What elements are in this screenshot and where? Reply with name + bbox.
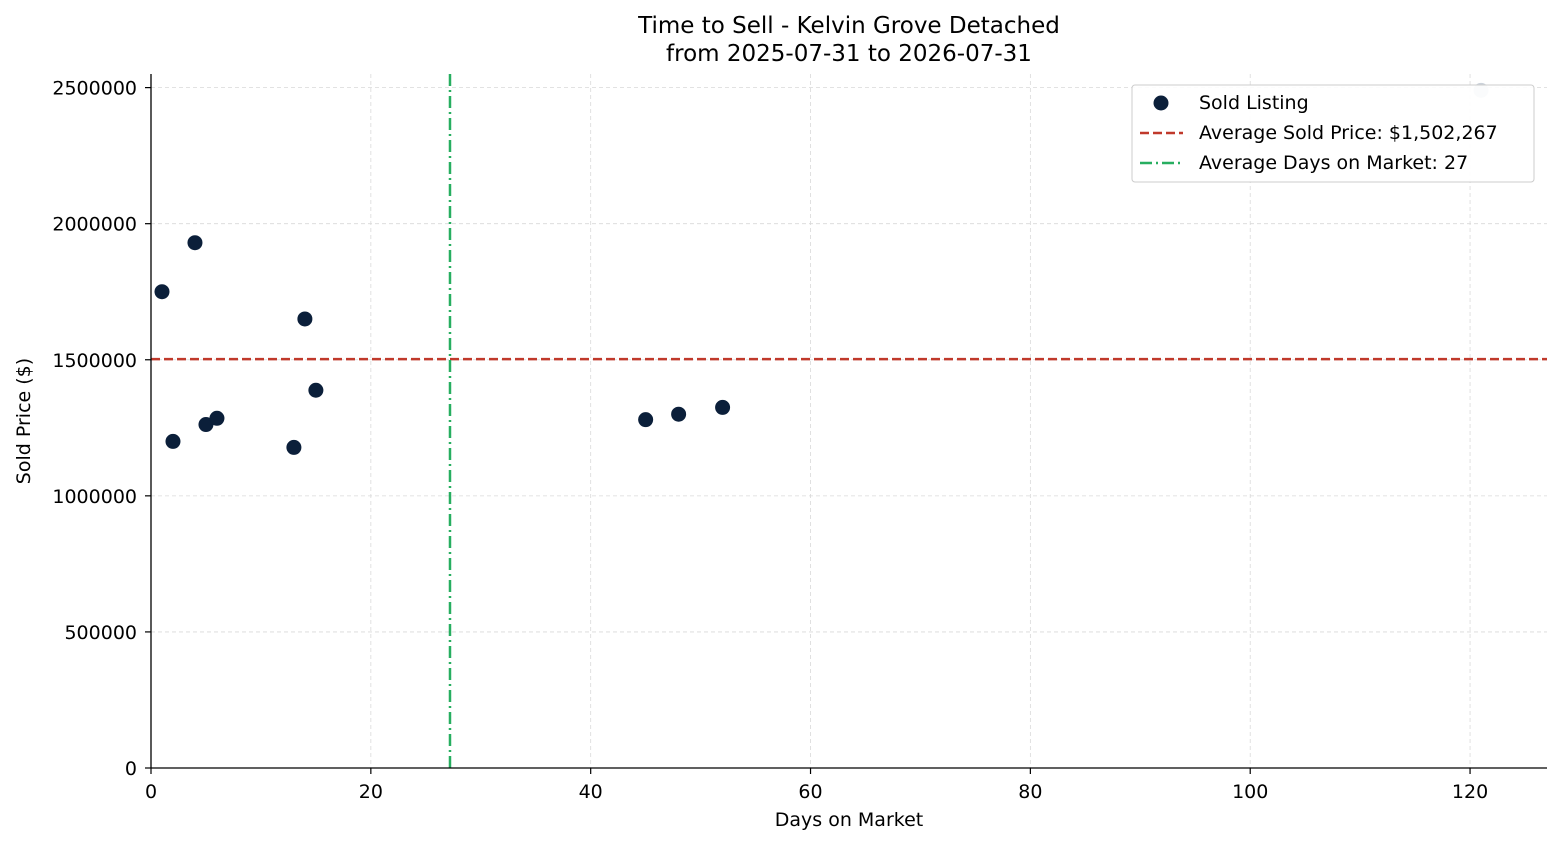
legend: Sold Listing Average Sold Price: $1,502,…: [1131, 84, 1535, 183]
data-point: [187, 235, 203, 251]
x-axis-label: Days on Market: [775, 809, 923, 831]
data-point: [165, 433, 181, 449]
x-ticks: 0 20 40 60 80 100 120: [145, 768, 1488, 803]
x-tick-label: 20: [359, 781, 383, 803]
chart-title: Time to Sell - Kelvin Grove Detached: [637, 13, 1060, 39]
y-tick-label: 0: [125, 758, 137, 780]
legend-marker-sold-listing: [1153, 95, 1169, 111]
data-point: [671, 406, 687, 422]
y-tick-label: 1000000: [52, 486, 137, 508]
data-point: [286, 439, 302, 455]
x-tick-label: 0: [145, 781, 157, 803]
data-point: [198, 417, 214, 433]
axes: [150, 74, 1547, 769]
y-tick-label: 500000: [64, 622, 137, 644]
x-tick-label: 40: [579, 781, 603, 803]
y-tick-label: 2000000: [52, 214, 137, 236]
data-point: [154, 284, 170, 300]
y-ticks: 0 500000 1000000 1500000 2000000 2500000: [52, 78, 151, 780]
data-point: [297, 311, 313, 327]
chart-subtitle: from 2025-07-31 to 2026-07-31: [666, 41, 1032, 67]
legend-box: [1131, 84, 1535, 183]
legend-label-average-price: Average Sold Price: $1,502,267: [1199, 122, 1498, 144]
reference-lines: [151, 74, 1547, 768]
x-tick-label: 120: [1452, 781, 1488, 803]
data-point: [715, 399, 731, 415]
y-axis-label: Sold Price ($): [13, 358, 35, 484]
x-tick-label: 100: [1232, 781, 1268, 803]
x-tick-label: 80: [1018, 781, 1042, 803]
x-tick-label: 60: [798, 781, 822, 803]
data-point: [209, 410, 225, 426]
data-point: [308, 382, 324, 398]
legend-label-sold-listing: Sold Listing: [1199, 92, 1309, 114]
y-tick-label: 1500000: [52, 350, 137, 372]
legend-label-average-days: Average Days on Market: 27: [1199, 152, 1468, 174]
y-tick-label: 2500000: [52, 78, 137, 100]
data-point: [638, 412, 654, 428]
